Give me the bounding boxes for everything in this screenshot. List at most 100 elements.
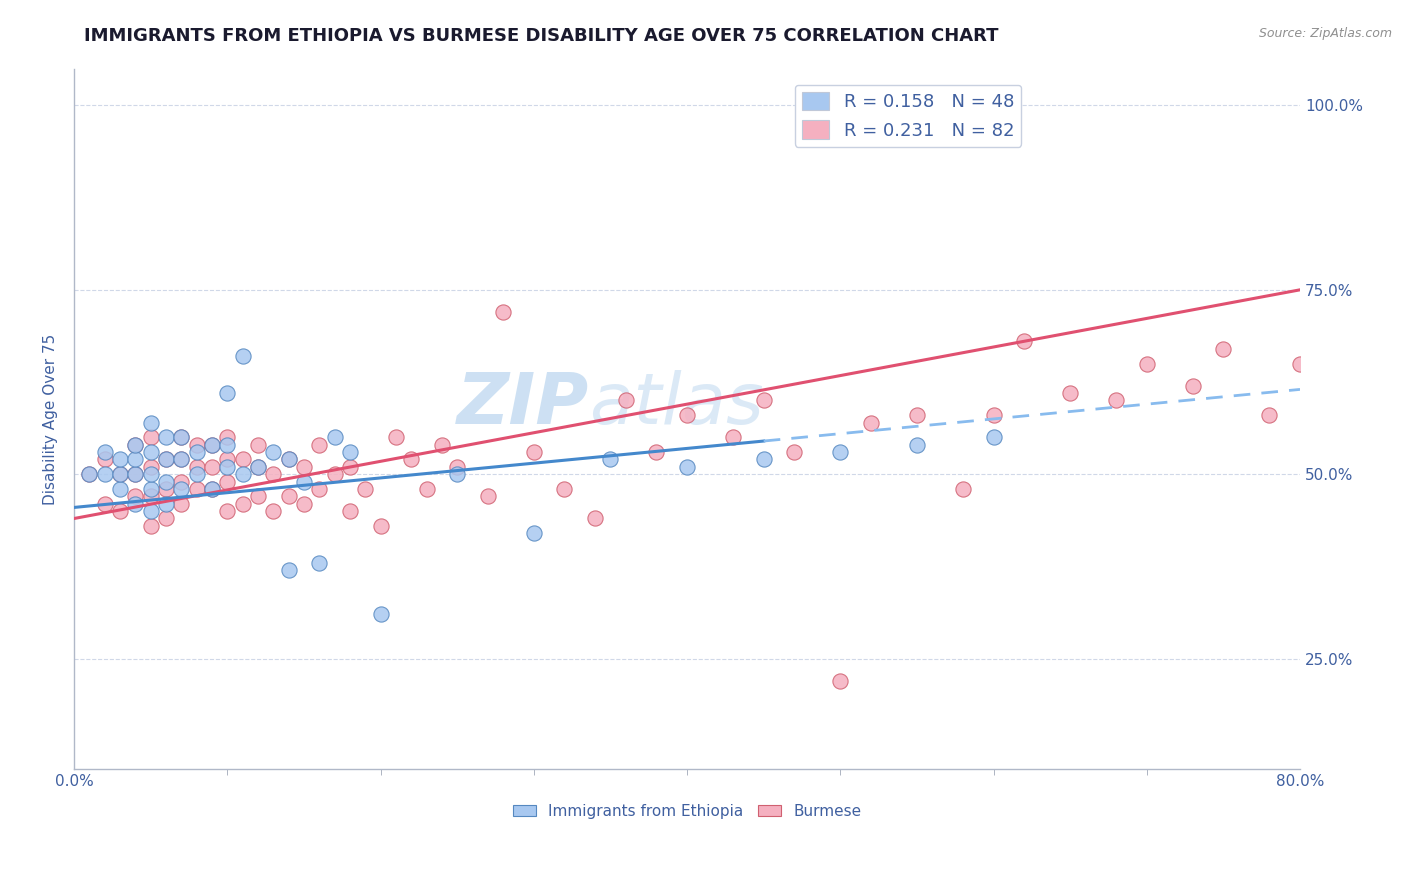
Point	[1105, 393, 1128, 408]
Point	[232, 349, 254, 363]
Point	[292, 459, 315, 474]
Point	[201, 482, 224, 496]
Point	[217, 452, 239, 467]
Point	[232, 497, 254, 511]
Point	[752, 452, 775, 467]
Point	[1212, 342, 1234, 356]
Point	[1136, 357, 1159, 371]
Point	[262, 445, 284, 459]
Point	[217, 386, 239, 401]
Point	[859, 416, 882, 430]
Point	[292, 475, 315, 489]
Point	[830, 673, 852, 688]
Point	[155, 511, 177, 525]
Point	[170, 497, 193, 511]
Point	[1350, 334, 1372, 349]
Point	[124, 489, 146, 503]
Point	[124, 452, 146, 467]
Point	[79, 467, 101, 482]
Point	[1381, 378, 1403, 392]
Point	[155, 482, 177, 496]
Point	[217, 504, 239, 518]
Point	[201, 482, 224, 496]
Point	[262, 504, 284, 518]
Point	[523, 526, 546, 541]
Point	[277, 452, 299, 467]
Text: atlas: atlas	[589, 370, 763, 440]
Point	[308, 556, 330, 570]
Point	[139, 459, 162, 474]
Point	[139, 416, 162, 430]
Point	[905, 438, 928, 452]
Point	[614, 393, 637, 408]
Point	[246, 459, 269, 474]
Point	[1258, 408, 1281, 422]
Legend: Immigrants from Ethiopia, Burmese: Immigrants from Ethiopia, Burmese	[506, 797, 868, 825]
Point	[217, 475, 239, 489]
Point	[477, 489, 499, 503]
Point	[93, 497, 115, 511]
Point	[93, 467, 115, 482]
Point	[186, 438, 208, 452]
Point	[108, 504, 131, 518]
Point	[124, 497, 146, 511]
Point	[139, 504, 162, 518]
Text: IMMIGRANTS FROM ETHIOPIA VS BURMESE DISABILITY AGE OVER 75 CORRELATION CHART: IMMIGRANTS FROM ETHIOPIA VS BURMESE DISA…	[84, 27, 998, 45]
Point	[186, 459, 208, 474]
Point	[262, 467, 284, 482]
Point	[186, 467, 208, 482]
Point	[139, 519, 162, 533]
Point	[232, 467, 254, 482]
Point	[108, 452, 131, 467]
Point	[399, 452, 422, 467]
Point	[186, 482, 208, 496]
Point	[1181, 378, 1204, 392]
Point	[308, 482, 330, 496]
Point	[155, 475, 177, 489]
Point	[1319, 689, 1341, 703]
Point	[139, 430, 162, 444]
Point	[170, 452, 193, 467]
Point	[201, 438, 224, 452]
Point	[217, 459, 239, 474]
Point	[676, 408, 699, 422]
Point	[354, 482, 377, 496]
Point	[139, 482, 162, 496]
Point	[645, 445, 668, 459]
Point	[155, 497, 177, 511]
Point	[139, 489, 162, 503]
Point	[370, 607, 392, 622]
Point	[783, 445, 806, 459]
Point	[292, 497, 315, 511]
Point	[124, 467, 146, 482]
Point	[201, 459, 224, 474]
Point	[170, 430, 193, 444]
Point	[721, 430, 744, 444]
Point	[952, 482, 974, 496]
Point	[170, 452, 193, 467]
Point	[108, 467, 131, 482]
Point	[232, 452, 254, 467]
Point	[108, 482, 131, 496]
Y-axis label: Disability Age Over 75: Disability Age Over 75	[44, 334, 58, 505]
Point	[752, 393, 775, 408]
Point	[170, 482, 193, 496]
Point	[1012, 334, 1035, 349]
Point	[430, 438, 453, 452]
Point	[246, 459, 269, 474]
Point	[124, 467, 146, 482]
Point	[523, 445, 546, 459]
Text: Source: ZipAtlas.com: Source: ZipAtlas.com	[1258, 27, 1392, 40]
Point	[246, 489, 269, 503]
Point	[124, 438, 146, 452]
Point	[983, 408, 1005, 422]
Point	[339, 459, 361, 474]
Point	[155, 430, 177, 444]
Point	[1289, 357, 1312, 371]
Point	[599, 452, 621, 467]
Point	[79, 467, 101, 482]
Point	[583, 511, 606, 525]
Point	[339, 504, 361, 518]
Point	[323, 430, 346, 444]
Point	[246, 438, 269, 452]
